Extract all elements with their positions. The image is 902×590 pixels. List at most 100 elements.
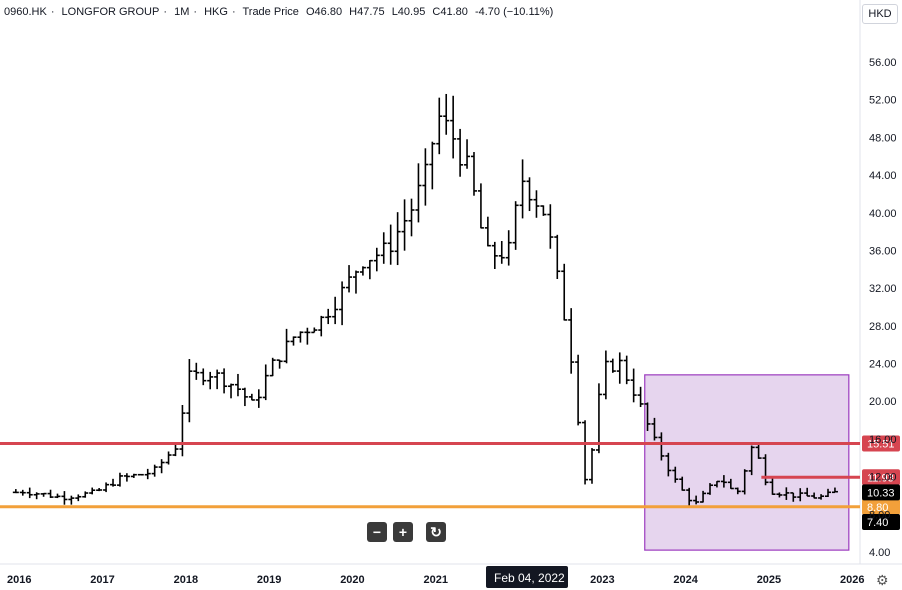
exchange-label: HKG (204, 6, 228, 18)
ohlc-bar (367, 260, 373, 279)
close-value: C41.80 (432, 6, 467, 18)
x-tick-label: 2016 (7, 574, 31, 586)
range-box[interactable] (645, 375, 849, 550)
ohlc-bar (263, 364, 269, 400)
ohlc-bar (242, 388, 248, 406)
ohlc-bar (395, 212, 401, 265)
y-tick-label: 4.00 (869, 547, 890, 559)
ohlc-bar (228, 384, 234, 399)
ohlc-bar (82, 491, 88, 497)
ohlc-bar (96, 488, 102, 491)
y-tick-label: 8.00 (869, 509, 890, 521)
ohlc-bar (499, 241, 505, 264)
high-value: H47.75 (349, 6, 384, 18)
chart-legend: 0960.HK · LONGFOR GROUP · 1M · HKG · Trade P… (4, 6, 557, 18)
ohlc-bar (485, 217, 491, 247)
ohlc-bar (374, 248, 380, 272)
ohlc-bar (311, 327, 317, 332)
ohlc-bar (117, 473, 123, 487)
ohlc-bar (124, 473, 130, 481)
ohlc-bar (381, 232, 387, 264)
ohlc-bar (443, 94, 449, 135)
ohlc-bar (277, 360, 283, 369)
ohlc-bar (436, 98, 442, 155)
y-tick-label: 48.00 (869, 132, 897, 144)
zoom-in-button[interactable]: + (393, 522, 413, 542)
y-tick-label: 52.00 (869, 95, 897, 107)
price-label-text: 10.33 (867, 487, 895, 499)
ohlc-bar (131, 474, 137, 478)
ohlc-bar (200, 368, 206, 385)
ohlc-bar (631, 369, 637, 403)
currency-button[interactable]: HKD (862, 4, 898, 24)
ohlc-bar (603, 351, 609, 400)
ohlc-bar (318, 316, 324, 336)
ohlc-bar (256, 389, 262, 408)
ohlc-bar (575, 355, 581, 426)
ohlc-bar (207, 372, 213, 389)
ohlc-bar (464, 139, 470, 168)
ohlc-bar (589, 448, 595, 484)
y-tick-label: 56.00 (869, 57, 897, 69)
ohlc-bar (48, 490, 54, 498)
ohlc-bar (284, 329, 290, 363)
open-value: O46.80 (306, 6, 342, 18)
ohlc-bar (568, 308, 574, 374)
y-tick-label: 44.00 (869, 170, 897, 182)
reset-zoom-button[interactable]: ↻ (426, 522, 446, 542)
ohlc-bar (103, 482, 109, 492)
y-tick-label: 12.00 (869, 472, 897, 484)
ohlc-bar (409, 199, 415, 237)
ohlc-bar (617, 352, 623, 383)
ohlc-bar (422, 148, 428, 205)
ohlc-bar (547, 204, 553, 248)
gear-icon[interactable]: ⚙ (876, 572, 889, 589)
ohlc-bar (304, 328, 310, 345)
ohlc-bar (68, 496, 74, 505)
ohlc-bar (457, 129, 463, 177)
y-tick-label: 28.00 (869, 321, 897, 333)
x-tick-label: 2023 (590, 574, 614, 586)
ohlc-bar (624, 356, 630, 385)
y-tick-label: 24.00 (869, 359, 897, 371)
ohlc-bar (159, 459, 165, 473)
ohlc-bar (561, 264, 567, 321)
x-tick-label: 2026 (840, 574, 864, 586)
low-value: L40.95 (392, 6, 426, 18)
ohlc-bar (339, 281, 345, 325)
ohlc-bar (186, 359, 192, 422)
y-tick-label: 16.00 (869, 434, 897, 446)
y-tick-label: 40.00 (869, 208, 897, 220)
ohlc-bar (492, 242, 498, 269)
zoom-out-button[interactable]: − (367, 522, 387, 542)
ohlc-bar (193, 363, 199, 380)
price-label-0: 10.33 (862, 484, 900, 500)
ohlc-bar (402, 199, 408, 250)
ohlc-bar (75, 494, 81, 501)
ohlc-bar (360, 266, 366, 275)
y-tick-label: 32.00 (869, 283, 897, 295)
ohlc-bar (291, 336, 297, 345)
x-tick-label: 2021 (424, 574, 448, 586)
x-tick-label: 2020 (340, 574, 364, 586)
ohlc-bar (638, 387, 644, 407)
ohlc-bar (429, 142, 435, 190)
interval-label[interactable]: 1M (174, 6, 189, 18)
ohlc-bar (506, 230, 512, 265)
ohlc-bar (20, 490, 26, 496)
ohlc-bar (34, 492, 40, 499)
x-tick-label: 2018 (174, 574, 198, 586)
crosshair-label-text: Feb 04, 2022 (494, 571, 565, 585)
ohlc-bar (353, 271, 359, 294)
symbol-label[interactable]: 0960.HK (4, 6, 47, 18)
x-tick-label: 2019 (257, 574, 281, 586)
ohlc-bar (138, 474, 144, 475)
ohlc-bar (270, 358, 276, 376)
ohlc-bar (478, 183, 484, 228)
ohlc-bar (145, 469, 151, 479)
ohlc-bar (152, 465, 158, 477)
ohlc-bar (41, 493, 47, 497)
ohlc-bar (54, 494, 60, 498)
price-type-label: Trade Price (242, 6, 298, 18)
